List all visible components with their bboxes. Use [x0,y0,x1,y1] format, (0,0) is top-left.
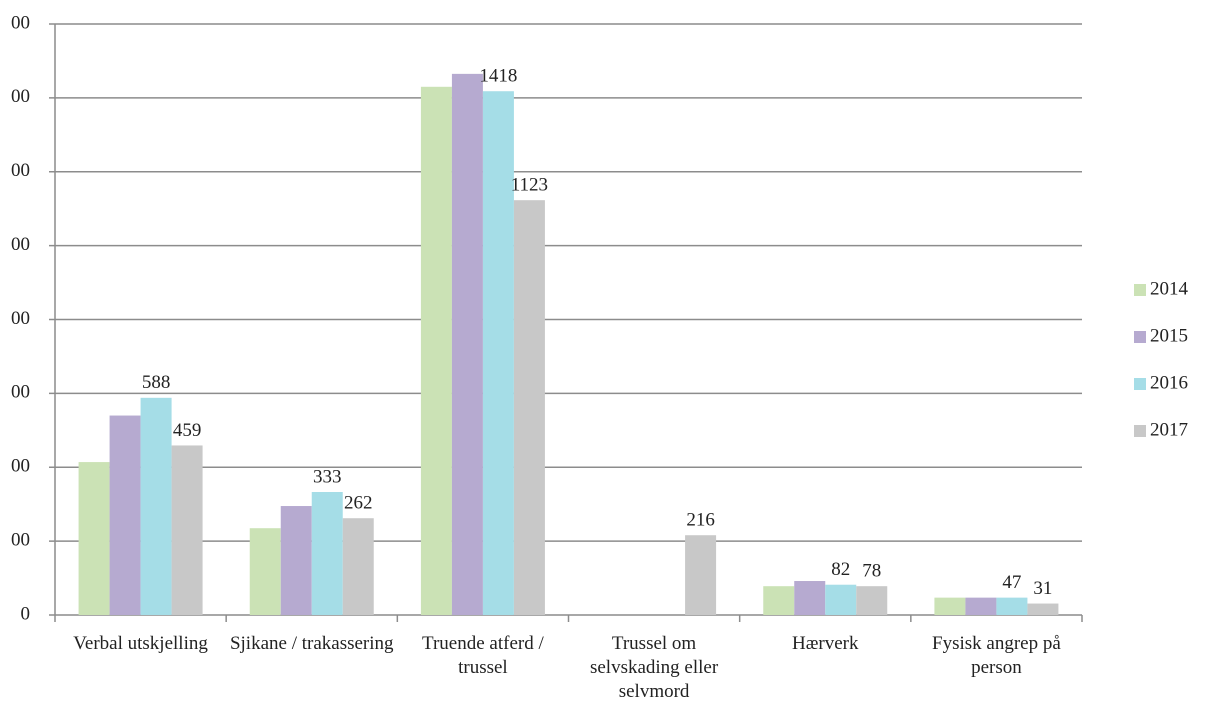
bar [965,597,997,615]
legend-label: 2017 [1150,419,1188,440]
x-tick-label: Fysisk angrep på person [932,633,1061,678]
bar [249,528,281,615]
bar [78,462,110,615]
legend-label: 2015 [1150,325,1188,346]
x-tick-label: Verbal utskjelling [73,633,208,654]
x-tick-label: Trussel om selvskading eller selvmord [589,633,719,702]
y-tick-label: 0 [21,603,31,624]
legend-label: 2014 [1150,278,1189,299]
bar [856,586,888,615]
y-tick-label: 00 [11,86,30,107]
y-tick-label: 00 [11,529,30,550]
bar [342,518,374,615]
bar [280,506,312,615]
y-tick-label: 00 [11,308,30,329]
data-label: 78 [862,561,881,582]
y-tick-label: 00 [11,234,30,255]
y-tick-label: 00 [11,12,30,33]
data-label: 1418 [479,66,517,87]
bar [825,584,857,615]
bar [685,535,717,615]
bar [1027,603,1059,615]
data-label: 333 [313,466,342,487]
data-label: 82 [831,559,850,580]
x-tick-label: Hærverk [792,633,859,654]
legend-swatch [1134,425,1146,437]
data-label: 1123 [511,175,548,196]
data-label: 459 [173,420,202,441]
bar [109,415,141,615]
bar [140,397,172,615]
bar [171,445,203,615]
legend-swatch [1134,284,1146,296]
bar [482,91,514,615]
bar [996,597,1028,615]
y-tick-label: 00 [11,382,30,403]
legend-swatch [1134,331,1146,343]
x-tick-label: Truende atferd / trussel [422,633,544,678]
bar [513,200,545,615]
y-tick-label: 00 [11,456,30,477]
bar [311,491,343,615]
bar [763,586,795,615]
data-label: 588 [142,372,171,393]
legend-label: 2016 [1150,372,1188,393]
bar [451,73,483,616]
x-tick-label: Sjikane / trakassering [229,633,394,654]
data-label: 262 [344,493,373,514]
y-tick-label: 00 [11,160,30,181]
legend-swatch [1134,378,1146,390]
data-label: 47 [1002,572,1021,593]
bar [420,86,452,615]
data-label: 31 [1033,578,1052,599]
bar [794,581,826,615]
data-label: 216 [686,510,715,531]
bar [934,597,966,615]
